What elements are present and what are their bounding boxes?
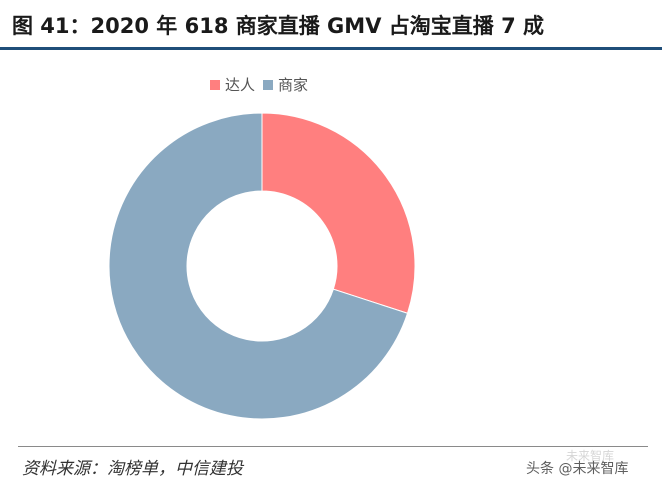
figure-title: 图 41：2020 年 618 商家直播 GMV 占淘宝直播 7 成 xyxy=(12,14,544,38)
source-note: 资料来源：淘榜单，中信建投 xyxy=(22,459,243,479)
donut-slice-1 xyxy=(108,112,409,420)
watermark: 头条 @未来智库 xyxy=(526,461,629,477)
legend-label-shangjia: 商家 xyxy=(278,76,309,94)
watermark-faint: 未来智库 xyxy=(566,449,615,463)
legend-item-shangjia: 商家 xyxy=(263,74,308,95)
legend-item-daren: 达人 xyxy=(210,74,255,95)
legend-label-daren: 达人 xyxy=(225,76,256,94)
title-bar: 图 41：2020 年 618 商家直播 GMV 占淘宝直播 7 成 xyxy=(0,0,662,50)
source-divider xyxy=(18,446,648,447)
chart-legend: 达人 商家 xyxy=(210,74,316,95)
legend-swatch-daren xyxy=(210,79,220,90)
donut-slice-0 xyxy=(261,112,416,314)
legend-swatch-shangjia xyxy=(263,79,274,90)
